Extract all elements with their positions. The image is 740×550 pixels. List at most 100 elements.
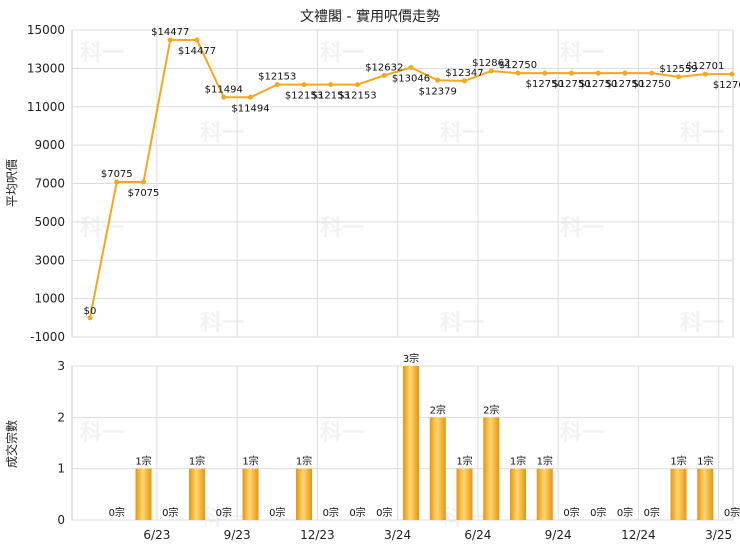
x-tick-label: 12/24 [621,528,656,542]
watermark-text: 科一 [440,121,484,146]
price-data-label: $12701 [686,61,724,72]
price-point [622,70,628,76]
price-data-label: $12153 [338,91,376,102]
watermark-text: 科一 [80,421,124,446]
price-data-label: $12153 [285,91,323,102]
price-data-label: $11494 [205,84,243,95]
volume-data-label: 1宗 [296,455,312,468]
volume-data-label: 0宗 [376,506,392,519]
price-data-label: $12750 [606,79,644,90]
price-data-label: $12750 [579,79,617,90]
volume-bar [242,468,259,520]
y-tick-label: 0 [57,513,65,527]
volume-bar [536,468,553,520]
price-data-label: $12153 [258,72,296,83]
y-tick-label: 9000 [34,138,65,152]
price-point [676,74,681,80]
x-tick-label: 6/23 [143,528,170,542]
volume-data-label: 1宗 [697,455,713,468]
price-point [355,82,360,88]
x-tick-label: 3/24 [384,528,411,542]
volume-bar [456,468,473,520]
price-data-label: $7075 [101,169,133,180]
price-point [141,179,146,185]
y-axis-label: 平均呎價 [5,159,19,207]
volume-data-label: 0宗 [563,506,579,519]
volume-data-label: 1宗 [242,455,258,468]
volume-data-label: 1宗 [135,455,151,468]
price-data-label: $14477 [178,46,216,57]
volume-bar [403,366,419,520]
chart-title: 文禮閣 - 實用呎價走勢 [300,8,440,25]
volume-data-label: 1宗 [189,455,205,468]
plot-frame [71,365,734,521]
watermark-text: 科一 [440,311,484,336]
watermark-text: 科一 [80,41,124,66]
watermark-layer: 科一科一科一科一科一科一科一科一科一科一科一科一科一科一科一科一科一 [80,41,724,531]
y-axis-label: 成交宗數 [4,420,19,468]
volume-data-label: 0宗 [323,506,339,519]
watermark-text: 科一 [560,421,604,446]
y-tick-label: 3000 [34,253,65,267]
price-data-label: $12750 [633,79,671,90]
y-tick-label: 15000 [27,23,65,37]
volume-bar [189,468,205,520]
price-point [435,77,441,83]
price-data-label: $11494 [231,103,269,114]
price-point [301,82,307,88]
price-point [87,315,93,321]
price-point [248,94,253,100]
watermark-text: 科一 [320,421,364,446]
volume-data-label: 2宗 [430,403,446,416]
y-tick-label: -1000 [30,330,65,344]
price-data-label: $12862 [472,58,510,69]
y-tick-label: 1000 [34,292,65,306]
price-point [221,94,227,100]
volume-data-label: 1宗 [537,455,553,468]
price-data-label: $12750 [499,60,537,71]
volume-bar [296,468,312,520]
price-point [569,70,574,76]
volume-data-label: 3宗 [403,352,419,365]
volume-data-label: 1宗 [670,455,686,468]
watermark-text: 科一 [320,41,364,66]
price-point [274,82,280,88]
price-data-label: $14477 [151,27,189,38]
price-point [595,70,601,76]
watermark-text: 科一 [80,216,124,241]
price-point [194,37,200,43]
price-point [328,82,334,88]
price-line-chart: -1000 1000 3000 5000 7000 9000 11000 13000 15000… [5,23,740,344]
volume-bar [670,468,687,520]
watermark-text: 科一 [680,121,724,146]
price-data-label: $12632 [365,62,403,73]
volume-bar-chart: 0 1 2 3 6/23 9/23 12/23 3/24 6/24 9/24 12/24 3/25 成交… [4,352,740,542]
volume-data-label: 0宗 [644,506,660,519]
price-data-label: $7075 [128,188,160,199]
volume-bar [510,468,526,520]
price-point [381,72,387,78]
price-point [488,68,494,74]
price-point [462,78,467,84]
x-tick-label: 12/23 [300,528,335,542]
volume-data-label: 0宗 [216,506,232,519]
price-data-label: $13046 [392,73,430,84]
volume-data-label: 0宗 [617,506,633,519]
y-tick-label: 13000 [27,61,65,75]
price-data-label: $0 [84,306,97,317]
volume-bar [429,417,446,520]
volume-data-label: 0宗 [269,506,285,519]
price-point [702,71,708,77]
volume-data-label: 0宗 [109,506,125,519]
price-point [167,37,173,43]
y-tick-label: 5000 [34,215,65,229]
volume-bar [697,468,714,520]
y-tick-label: 2 [57,410,65,424]
volume-data-label: 2宗 [483,403,499,416]
price-point [114,179,120,185]
volume-data-label: 0宗 [162,506,178,519]
y-tick-label: 11000 [27,100,65,114]
volume-data-label: 0宗 [724,506,740,519]
price-data-label: $12750 [552,79,590,90]
x-tick-label: 9/23 [224,528,251,542]
